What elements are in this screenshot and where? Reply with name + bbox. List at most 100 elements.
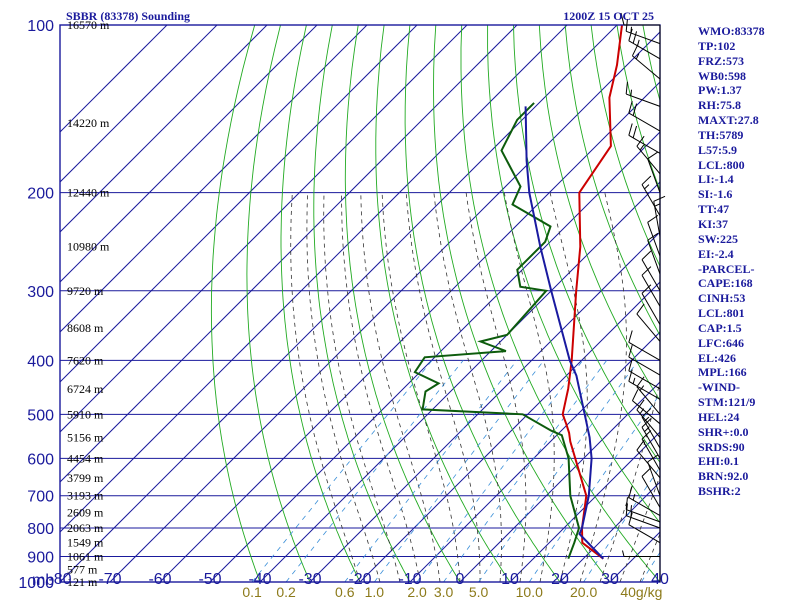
plot-frame	[59, 24, 661, 583]
isotherm-line	[359, 281, 660, 582]
wind-barb-half-feather	[644, 416, 650, 422]
pressure-label: 400	[27, 353, 54, 370]
wind-barb	[628, 485, 661, 517]
mixing-ratio-line	[528, 393, 660, 582]
index-item: TT:47	[698, 202, 730, 217]
wind-barb	[641, 418, 661, 459]
isotherm-line	[60, 25, 368, 333]
dry-adiabat-line	[487, 25, 660, 524]
wind-barb-half-feather	[630, 505, 633, 512]
dry-adiabat-line	[590, 25, 660, 268]
wind-barb-staff	[647, 240, 661, 275]
wind-barb	[636, 439, 661, 479]
mixing-ratio-line	[344, 360, 518, 582]
wind-barb-feather	[632, 125, 638, 138]
dry-adiabat-line	[538, 25, 660, 402]
mixing-ratio-label: 0.1	[242, 584, 262, 600]
pressure-label: 300	[27, 284, 54, 301]
chart-grid	[60, 24, 660, 583]
temperature-tick-label: 0	[456, 571, 465, 588]
index-item: CAP:1.5	[698, 320, 742, 335]
height-label: 6724 m	[67, 382, 104, 396]
wind-barb-staff	[632, 400, 661, 425]
mixing-ratio-label: 1.0	[365, 584, 385, 600]
index-item: L57:5.9	[698, 142, 737, 157]
wind-barb-staff	[641, 293, 661, 325]
index-item: MPL:166	[698, 365, 747, 380]
moist-adiabat-line	[323, 192, 401, 582]
temperature-tick-label: -40	[248, 571, 271, 588]
index-item: RH:75.8	[698, 98, 741, 113]
wind-barb	[622, 550, 660, 558]
wind-barb-feather	[636, 399, 645, 411]
isotherm-line	[559, 481, 660, 582]
wind-barb-staff	[636, 409, 661, 438]
wind-barb-feather	[641, 250, 652, 260]
wind-barb	[641, 250, 661, 292]
wind-barb-staff	[636, 449, 661, 479]
wind-barb	[625, 497, 661, 523]
stability-indices-panel: WMO:83378 TP:102 FRZ:573 WB0:598 PW:1.37 RH:7…	[698, 24, 798, 499]
wind-barb	[625, 81, 661, 107]
index-item: LCL:800	[698, 157, 745, 172]
wind-barb-staff	[628, 370, 661, 390]
isotherm-line	[109, 31, 660, 582]
isotherm-line	[60, 25, 518, 483]
wind-barb-feather	[628, 344, 633, 358]
mixing-ratio-line	[374, 360, 545, 582]
temperature-tick-label: 10	[501, 571, 519, 588]
moist-adiabat-line	[503, 192, 555, 582]
wind-barb-feather	[625, 81, 628, 95]
wind-barb-staff	[636, 145, 661, 175]
mixing-ratio-label: 40g/kg	[620, 584, 662, 600]
wind-barb-staff	[632, 55, 661, 80]
wind-barb-staff	[641, 427, 661, 459]
wind-barb-staff	[641, 416, 661, 449]
wind-barb-feather	[628, 123, 633, 136]
moist-adiabat-line	[433, 192, 502, 582]
index-item: LI:-1.4	[698, 172, 734, 187]
wind-barb-feather	[641, 266, 652, 276]
index-item: STM:121/9	[698, 395, 756, 410]
wind-barb-half-feather	[630, 26, 633, 34]
wind-barb-staff	[647, 222, 661, 257]
chart-datetime: 1200Z 15 OCT 25	[563, 9, 654, 23]
index-item: EL:426	[698, 350, 737, 365]
index-item: SI:-1.6	[698, 187, 733, 202]
isotherm-line	[60, 25, 618, 582]
mixing-ratio-line	[443, 360, 608, 582]
height-label: 577 m	[67, 563, 98, 577]
temperature-tick-label: -10	[398, 571, 421, 588]
wind-barb-half-feather	[635, 53, 640, 60]
parcel-trace	[524, 106, 605, 560]
index-item: SHR+:0.0	[698, 424, 749, 439]
isotherm-line	[209, 131, 660, 582]
mixing-ratio-line	[285, 360, 464, 582]
temperature-trace	[561, 25, 623, 560]
dewpoint-trace	[413, 102, 581, 560]
wind-barb	[628, 123, 661, 154]
wind-barb	[628, 330, 661, 361]
wind-barb-half-feather	[630, 89, 633, 96]
wind-barb	[647, 151, 661, 193]
index-item: CINH:53	[698, 291, 746, 306]
wind-barb-staff	[628, 356, 661, 376]
wind-barb-staff	[628, 341, 661, 361]
moist-adiabat-line	[290, 192, 361, 582]
isotherm-line	[60, 25, 168, 133]
height-label: 1549 m	[67, 536, 104, 550]
sounding-traces	[60, 25, 660, 582]
pressure-label: 500	[27, 407, 54, 424]
dry-adiabat-line	[513, 25, 660, 464]
temperature-tick-label: -50	[198, 571, 221, 588]
index-item: HEL:24	[698, 409, 740, 424]
wind-barb-feather	[625, 497, 628, 510]
wind-barb	[631, 389, 661, 425]
wind-barb-staff	[626, 30, 661, 45]
isotherm-line	[459, 381, 660, 582]
wind-barb-staff	[641, 476, 661, 508]
wind-barb-half-feather	[639, 385, 645, 391]
wind-barb-feather	[636, 439, 645, 451]
dry-adiabat-line	[313, 25, 411, 582]
